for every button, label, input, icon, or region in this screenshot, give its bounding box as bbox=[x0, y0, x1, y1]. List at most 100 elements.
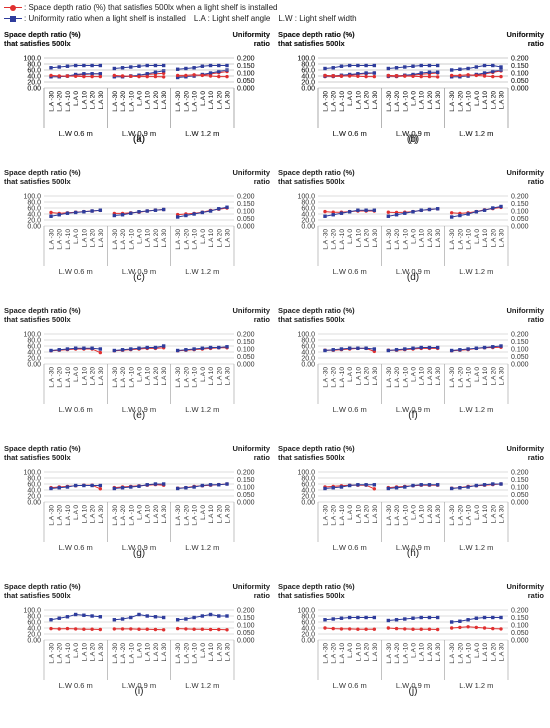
y-axis-left-title: Space depth ratio (%) that satisfies 500… bbox=[4, 168, 81, 186]
y-tick-right: 0.200 bbox=[237, 194, 255, 201]
panel-label: (h) bbox=[406, 548, 420, 559]
x-tick-label: L.A 0 bbox=[200, 91, 207, 106]
x-tick-label: L.A -30 bbox=[386, 367, 393, 388]
y-tick-left: 80.0 bbox=[27, 62, 41, 69]
x-tick-label: L.A -10 bbox=[339, 505, 346, 526]
x-tick-label: L.A 0 bbox=[347, 229, 354, 244]
y-tick-left: 100.0 bbox=[23, 470, 41, 477]
chart-panel: Space depth ratio (%) that satisfies 500… bbox=[2, 582, 272, 698]
x-tick-label: L.A -20 bbox=[183, 367, 190, 388]
y-tick-right: 0.150 bbox=[237, 63, 255, 70]
depth-ratio-point bbox=[403, 627, 407, 631]
uniformity-point bbox=[323, 486, 327, 491]
depth-ratio-point bbox=[90, 74, 94, 79]
uniformity-point bbox=[153, 63, 158, 68]
uniformity-point bbox=[153, 208, 158, 212]
group-label: L.W 0.6 m bbox=[59, 129, 93, 138]
uniformity-point bbox=[474, 616, 479, 620]
x-tick-label: L.A 0 bbox=[73, 643, 80, 658]
uniformity-point bbox=[474, 346, 479, 350]
chart-panel: Space depth ratio (%) that satisfies 500… bbox=[276, 306, 546, 422]
x-tick-label: L.A 0 bbox=[411, 505, 418, 520]
depth-ratio-point bbox=[435, 75, 440, 79]
x-tick-label: L.A -20 bbox=[394, 505, 401, 526]
x-tick-label: L.A 20 bbox=[216, 229, 223, 248]
panel-label: (i) bbox=[134, 686, 144, 697]
uniformity-point bbox=[49, 486, 53, 491]
depth-ratio-point bbox=[323, 626, 327, 630]
y-tick-left: 40.0 bbox=[27, 74, 41, 81]
y-tick-left: 0.00 bbox=[301, 638, 315, 645]
uniformity-point bbox=[208, 483, 213, 487]
group-label: L.W 1.2 m bbox=[185, 543, 219, 552]
uniformity-point bbox=[419, 208, 423, 212]
x-tick-label: L.A 20 bbox=[90, 229, 97, 248]
depth-ratio-point bbox=[364, 74, 368, 79]
uniformity-point bbox=[499, 204, 503, 209]
y-tick-right: 0.050 bbox=[511, 78, 529, 85]
uniformity-point bbox=[98, 72, 103, 76]
group-label: L.W 0.6 m bbox=[333, 267, 367, 276]
depth-ratio-point bbox=[82, 74, 86, 79]
x-tick-label: L.A -20 bbox=[183, 643, 190, 664]
uniformity-point bbox=[137, 64, 141, 68]
y-tick-right: 0.200 bbox=[511, 194, 529, 201]
x-tick-label: L.A -30 bbox=[49, 643, 56, 664]
group-label: L.W 0.9 m bbox=[122, 129, 156, 138]
depth-ratio-point bbox=[386, 210, 391, 214]
y-tick-left: 80.0 bbox=[27, 62, 41, 69]
x-tick-label: L.A 30 bbox=[98, 91, 105, 110]
uniformity-point bbox=[411, 64, 415, 68]
y-axis-left-title: Space depth ratio (%) that satisfies 500… bbox=[278, 582, 355, 600]
y-tick-right: 0.000 bbox=[511, 224, 529, 231]
x-tick-label: L.A 0 bbox=[347, 643, 354, 658]
uniformity-point bbox=[403, 617, 407, 621]
group-label: L.W 1.2 m bbox=[459, 129, 493, 138]
uniformity-point bbox=[403, 211, 407, 215]
x-tick-label: L.A -30 bbox=[175, 91, 182, 112]
chart-panel: Space depth ratio (%) that satisfies 500… bbox=[2, 30, 272, 146]
x-tick-label: L.A -10 bbox=[466, 505, 473, 526]
uniformity-point bbox=[435, 70, 440, 74]
x-tick-label: L.A 0 bbox=[73, 229, 80, 244]
y-axis-right-title: Uniformity ratio bbox=[506, 30, 545, 48]
uniformity-point bbox=[73, 63, 78, 68]
legend-abbrev-lw: L.W : Light shelf width bbox=[278, 14, 357, 23]
uniformity-point bbox=[175, 67, 180, 71]
depth-ratio-point bbox=[129, 627, 133, 631]
x-tick-label: L.A 10 bbox=[419, 91, 426, 110]
y-tick-left: 0.00 bbox=[27, 638, 41, 645]
y-tick-right: 0.150 bbox=[237, 339, 255, 346]
y-tick-right: 0.200 bbox=[511, 332, 529, 339]
y-tick-right: 0.200 bbox=[237, 332, 255, 339]
uniformity-point bbox=[411, 72, 415, 77]
x-tick-label: L.A 0 bbox=[137, 505, 144, 520]
uniformity-point bbox=[347, 210, 352, 214]
x-tick-label: L.A -30 bbox=[449, 505, 456, 526]
x-tick-label: L.A -20 bbox=[183, 505, 190, 526]
y-tick-right: 0.150 bbox=[237, 615, 255, 622]
uniformity-point bbox=[491, 63, 495, 68]
uniformity-point bbox=[427, 483, 432, 487]
y-tick-right: 0.000 bbox=[511, 86, 529, 93]
x-tick-label: L.A 20 bbox=[216, 643, 223, 662]
y-tick-left: 0.00 bbox=[301, 86, 315, 93]
uniformity-point bbox=[137, 346, 141, 350]
depth-ratio-point bbox=[394, 74, 399, 78]
x-tick-label: L.A 10 bbox=[81, 229, 88, 248]
depth-ratio-point bbox=[482, 626, 487, 630]
uniformity-point bbox=[331, 348, 335, 352]
x-tick-label: L.A 20 bbox=[490, 643, 497, 662]
group-label: L.W 0.9 m bbox=[396, 405, 430, 414]
y-tick-right: 0.050 bbox=[237, 78, 255, 85]
x-tick-label: L.A -30 bbox=[175, 505, 182, 526]
depth-ratio-point bbox=[372, 487, 377, 491]
uniformity-point bbox=[175, 486, 180, 491]
y-tick-left: 20.0 bbox=[27, 494, 41, 501]
uniformity-point bbox=[192, 615, 196, 620]
depth-ratio-point bbox=[82, 627, 86, 631]
y-tick-left: 60.0 bbox=[27, 620, 41, 627]
x-tick-label: L.A -30 bbox=[323, 91, 330, 112]
uniformity-point bbox=[217, 207, 221, 211]
